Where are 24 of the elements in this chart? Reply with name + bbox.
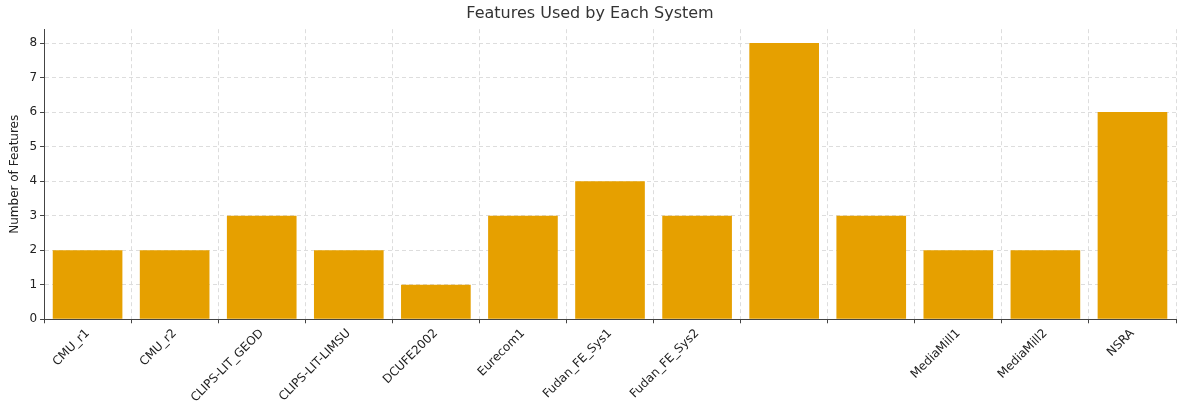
- bar: [923, 250, 994, 319]
- y-tick-label: 2: [29, 242, 38, 257]
- y-tick-label: 1: [29, 276, 38, 291]
- bar: [313, 250, 384, 319]
- y-tick-label: 8: [29, 35, 38, 50]
- y-tick-label: 7: [29, 69, 38, 84]
- bar: [401, 284, 471, 319]
- y-tick-label: 6: [29, 104, 38, 119]
- bar: [1097, 112, 1168, 319]
- bar: [662, 215, 732, 319]
- y-tick-label: 4: [29, 173, 38, 188]
- bar: [52, 250, 123, 319]
- chart-title: Features Used by Each System: [466, 2, 714, 22]
- bar: [749, 43, 819, 319]
- y-axis-title: Number of Features: [7, 114, 22, 234]
- bar: [836, 215, 907, 319]
- bar: [139, 250, 210, 319]
- y-tick-label: 0: [29, 311, 38, 326]
- y-tick-label: 3: [29, 207, 38, 222]
- bar: [226, 215, 297, 319]
- bar: [488, 215, 558, 319]
- y-tick-label: 5: [29, 138, 38, 153]
- bar: [1010, 250, 1081, 319]
- bar: [575, 181, 645, 319]
